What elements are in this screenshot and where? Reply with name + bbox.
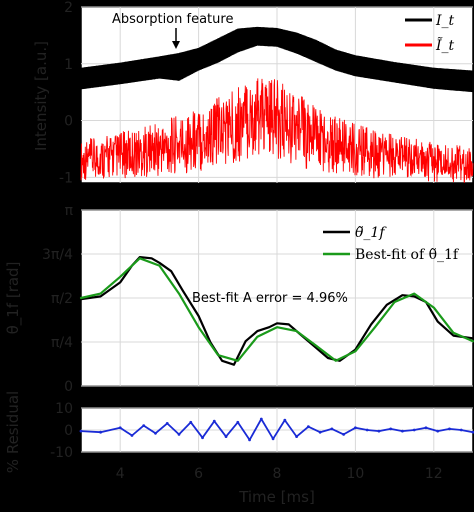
series-line-It [80, 26, 474, 93]
intensity-ylabel: Intensity [a.u.] [32, 41, 50, 151]
ytick-label: 1 [64, 57, 73, 73]
bestfit-error-annotation: Best-fit A error = 4.96% [192, 291, 348, 306]
residual-point [283, 418, 287, 422]
residual-point [342, 433, 346, 436]
residual-point [165, 422, 169, 425]
residual-point [424, 426, 428, 430]
residual-point [295, 435, 298, 438]
ytick-label: π/2 [51, 291, 73, 307]
residual-point [79, 429, 83, 433]
residual-point [177, 433, 181, 436]
ytick-label: π [65, 203, 74, 219]
legend-label-It: I_t [435, 13, 455, 29]
ytick-label: -10 [50, 445, 73, 461]
residual-ylabel: % Residual [4, 391, 22, 473]
residual-point [459, 428, 463, 432]
ytick-label: 0 [64, 379, 73, 395]
series-line-It-tilde [80, 78, 474, 183]
residual-point [354, 426, 357, 430]
legend-label-bestfit: Best-fit of θ̃_1f [355, 247, 460, 263]
theta-grid [81, 209, 473, 387]
absorption-arrow-icon [172, 28, 180, 49]
ytick-label: π/4 [51, 335, 73, 351]
xtick-label: 6 [194, 466, 203, 482]
residual-point [412, 428, 416, 432]
residual-point [471, 430, 474, 434]
xtick-label: 12 [425, 466, 443, 482]
residual-point [224, 435, 228, 438]
residual-point [389, 427, 393, 431]
ytick-label: 0 [64, 423, 73, 439]
residual-point [154, 431, 157, 435]
ytick-label: 2 [64, 0, 73, 16]
residual-point [306, 425, 310, 429]
theta-series [79, 256, 474, 366]
residual-point [259, 417, 263, 421]
ytick-label: 0 [64, 114, 73, 130]
series-line-1-1 [79, 257, 474, 362]
theta-ylabel: θ_1f [rad] [4, 262, 23, 335]
legend-label-It-tilde: Ĩ_t [435, 36, 455, 54]
series-line-1-0 [79, 256, 474, 366]
residual-point [99, 430, 102, 434]
residual-point [236, 420, 240, 424]
residual-series [79, 417, 474, 442]
residual-point [436, 429, 440, 433]
residual-point [271, 437, 275, 441]
absorption-annotation: Absorption feature [112, 12, 233, 27]
residual-point [212, 419, 216, 423]
residual-point [189, 420, 193, 424]
time-xlabel: Time [ms] [238, 488, 315, 506]
intensity-legend: I_t Ĩ_t [405, 13, 455, 54]
theta-legend: θ̃_1f Best-fit of θ̃_1f [323, 225, 460, 263]
residual-point [365, 428, 369, 432]
residual-point [201, 436, 204, 440]
residual-point [248, 438, 251, 442]
xtick-label: 4 [116, 466, 125, 482]
xtick-label: 8 [273, 466, 282, 482]
residual-point [318, 430, 322, 434]
ytick-label: -1 [59, 170, 73, 186]
ytick-label: 10 [55, 401, 73, 417]
residual-point [401, 429, 404, 433]
legend-label-theta: θ̃_1f [355, 225, 387, 241]
residual-point [377, 429, 381, 433]
residual-point [330, 427, 334, 431]
residual-point [448, 427, 451, 431]
residual-point [130, 434, 134, 437]
residual-point [142, 424, 146, 427]
residual-point [118, 426, 122, 430]
intensity-series [80, 26, 474, 183]
xtick-label: 10 [346, 466, 364, 482]
ytick-label: 3π/4 [42, 247, 73, 263]
